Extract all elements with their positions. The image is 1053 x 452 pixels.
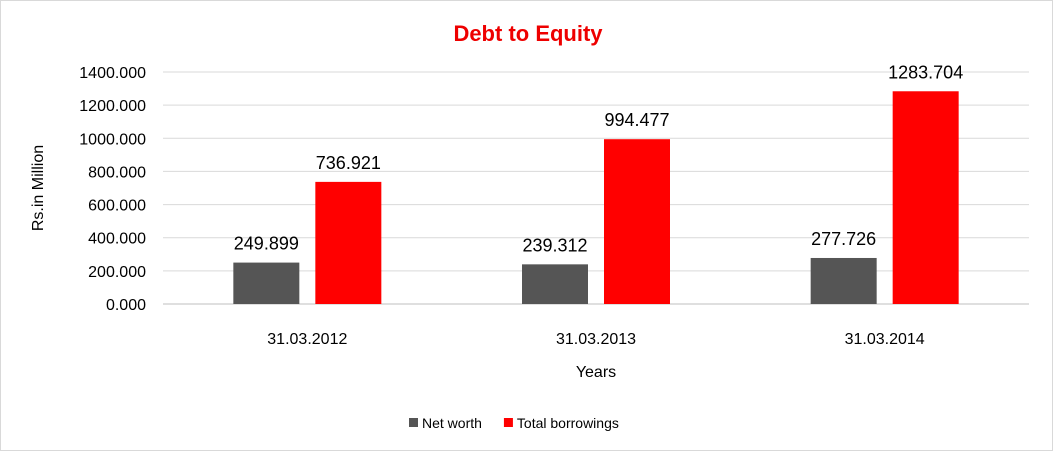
data-label: 1283.704 [888, 62, 963, 82]
bar-total-borrowings [604, 139, 670, 304]
y-axis-ticks: 0.000 200.000 400.000 600.000 800.000 1000.00… [79, 65, 146, 314]
legend: Net worth Total borrowings [409, 415, 619, 431]
x-category-label: 31.03.2012 [267, 331, 347, 348]
bar-total-borrowings [315, 181, 382, 304]
y-tick-label: 1400.000 [79, 65, 146, 82]
data-label: 736.921 [316, 153, 381, 173]
bar-net-worth [233, 262, 300, 304]
x-category-label: 31.03.2014 [845, 331, 925, 348]
legend-swatch-net-worth [409, 418, 418, 427]
legend-swatch-total-borrowings [503, 418, 513, 427]
chart-title: Debt to Equity [453, 21, 603, 46]
y-tick-label: 200.000 [88, 264, 146, 281]
data-labels: 249.899 736.921 239.312 994.477 277.726 1283.… [234, 62, 963, 255]
x-axis-title: Years [576, 364, 616, 381]
bars [233, 91, 959, 304]
legend-label: Net worth [422, 415, 482, 431]
y-tick-label: 1200.000 [79, 98, 146, 115]
legend-label: Total borrowings [517, 415, 619, 431]
x-category-label: 31.03.2013 [556, 331, 636, 348]
gridlines [163, 71, 1029, 305]
bar-total-borrowings [892, 91, 959, 304]
y-tick-label: 1000.000 [79, 131, 146, 148]
y-tick-label: 800.000 [88, 164, 146, 181]
y-axis-title: Rs.in Million [30, 145, 47, 231]
y-tick-label: 0.000 [106, 297, 146, 314]
x-axis-categories: 31.03.2012 31.03.2013 31.03.2014 [267, 331, 925, 348]
data-label: 277.726 [811, 229, 876, 249]
data-label: 239.312 [522, 235, 587, 255]
bar-net-worth [810, 257, 877, 304]
y-tick-label: 600.000 [88, 198, 146, 215]
data-label: 249.899 [234, 234, 299, 254]
bar-net-worth [522, 264, 588, 304]
data-label: 994.477 [604, 110, 669, 130]
y-tick-label: 400.000 [88, 231, 146, 248]
